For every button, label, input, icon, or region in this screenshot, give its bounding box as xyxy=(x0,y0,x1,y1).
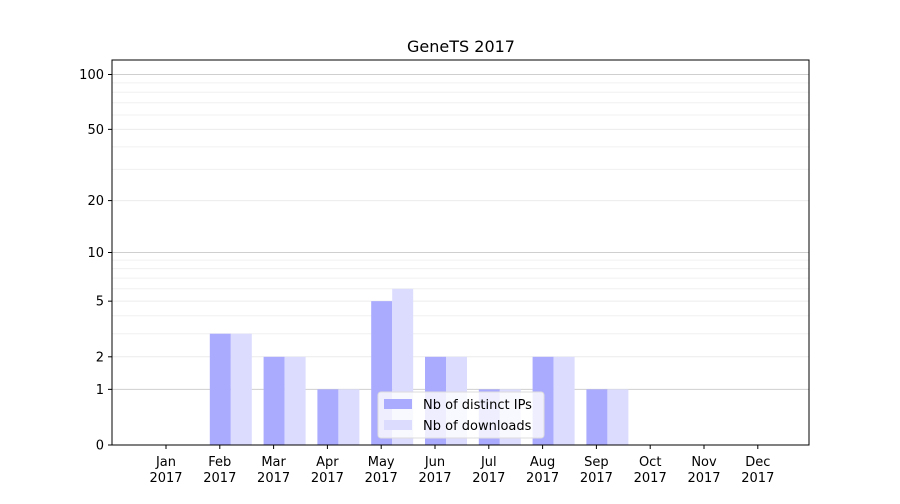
x-tick-label-year: 2017 xyxy=(149,471,182,486)
x-tick-label-month: Feb xyxy=(208,455,231,470)
x-tick-label-month: Jan xyxy=(155,455,176,470)
x-tick-label-month: Oct xyxy=(639,455,661,470)
x-tick-label-year: 2017 xyxy=(203,471,236,486)
y-tick-label: 2 xyxy=(96,350,104,365)
x-tick-label-year: 2017 xyxy=(472,471,505,486)
bar-downloads xyxy=(553,356,575,445)
bar-distinct-ips xyxy=(586,389,608,445)
bar-distinct-ips xyxy=(263,356,285,445)
x-tick-label-year: 2017 xyxy=(526,471,559,486)
x-tick-label-year: 2017 xyxy=(741,471,774,486)
bar-downloads xyxy=(338,389,360,445)
x-tick-label-month: Mar xyxy=(261,455,286,470)
y-tick-label: 10 xyxy=(87,246,104,261)
y-tick-label: 1 xyxy=(96,383,104,398)
bar-distinct-ips xyxy=(317,389,339,445)
x-tick-label-year: 2017 xyxy=(311,471,344,486)
x-tick-label-month: Jul xyxy=(480,455,497,470)
legend-label: Nb of distinct IPs xyxy=(423,398,532,413)
y-tick-label: 0 xyxy=(96,439,104,454)
y-tick-label: 50 xyxy=(87,123,104,138)
x-tick-label-month: Sep xyxy=(584,455,609,470)
x-tick-label-month: Jun xyxy=(424,455,445,470)
legend-swatch xyxy=(384,399,412,409)
x-tick-label-year: 2017 xyxy=(257,471,290,486)
y-tick-label: 5 xyxy=(96,295,104,310)
legend-swatch xyxy=(384,420,412,430)
bar-downloads xyxy=(284,356,306,445)
y-tick-label: 20 xyxy=(87,194,104,209)
y-tick-label: 100 xyxy=(79,68,104,83)
bar-downloads xyxy=(230,333,252,445)
x-tick-label-year: 2017 xyxy=(687,471,720,486)
x-tick-label-year: 2017 xyxy=(418,471,451,486)
x-tick-label-year: 2017 xyxy=(365,471,398,486)
x-tick-label-month: Apr xyxy=(316,455,339,470)
x-tick-label-month: Aug xyxy=(530,455,555,470)
x-tick-label-year: 2017 xyxy=(634,471,667,486)
x-tick-label-month: Dec xyxy=(745,455,770,470)
legend xyxy=(377,391,545,439)
x-tick-label-month: May xyxy=(368,455,395,470)
legend-label: Nb of downloads xyxy=(423,419,532,434)
x-tick-label-year: 2017 xyxy=(580,471,613,486)
chart-title: GeneTS 2017 xyxy=(407,37,515,56)
x-tick-label-month: Nov xyxy=(691,455,717,470)
bar-downloads xyxy=(607,389,629,445)
bar-distinct-ips xyxy=(209,333,231,445)
